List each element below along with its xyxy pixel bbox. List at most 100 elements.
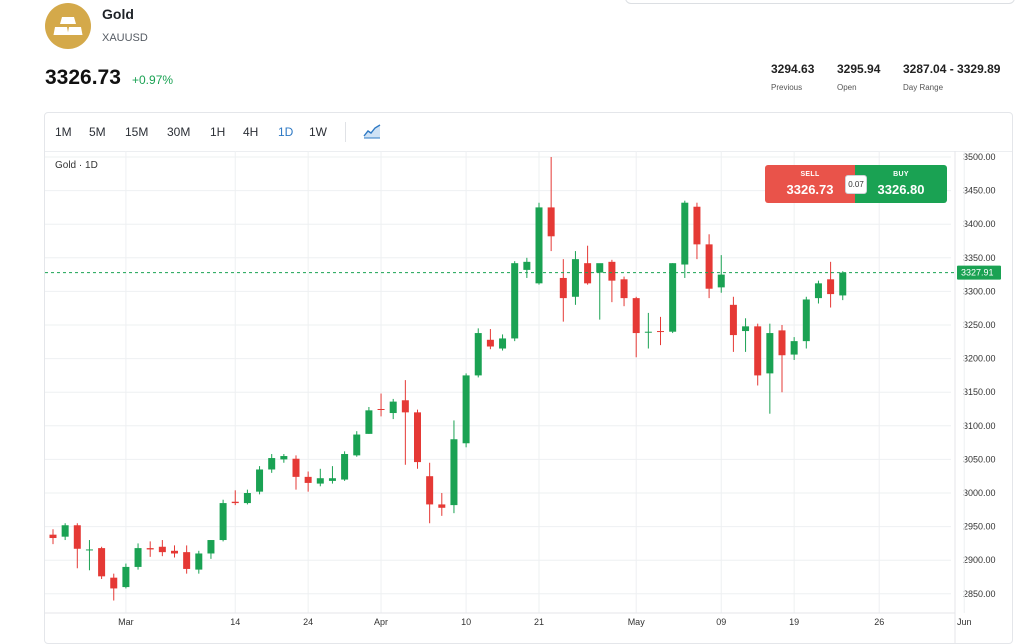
last-price-tag (957, 265, 1001, 280)
x-tick-label: 26 (874, 617, 884, 627)
candle (438, 504, 446, 508)
last-price-label: 3327.91 (961, 268, 994, 278)
candle (98, 548, 106, 577)
candle (632, 298, 640, 334)
candle (353, 434, 361, 456)
y-tick-label: 2850.00 (963, 589, 996, 599)
y-tick-label: 3200.00 (963, 354, 996, 364)
candle (571, 259, 579, 297)
x-tick-label: Mar (118, 617, 134, 627)
price-change: +0.97% (132, 73, 174, 87)
stat-previous: 3294.63 Previous (771, 62, 814, 92)
candle (219, 503, 227, 541)
candle (389, 401, 397, 414)
asset-name: Gold (102, 6, 134, 22)
buy-button[interactable]: BUY 3326.80 (855, 165, 947, 203)
buy-label: BUY (893, 171, 909, 178)
y-tick-label: 2900.00 (963, 555, 996, 565)
candle (827, 279, 835, 295)
stat-previous-label: Previous (771, 83, 803, 92)
asset-symbol: XAUUSD (102, 32, 148, 44)
candle (584, 263, 592, 284)
candle (146, 548, 154, 550)
y-tick-label: 3350.00 (963, 253, 996, 263)
area-chart-icon[interactable] (363, 123, 381, 144)
candle (207, 540, 215, 554)
stat-open-value: 3295.94 (837, 62, 881, 76)
timeframe-4h[interactable]: 4H (243, 125, 259, 139)
timeframe-30m[interactable]: 30M (167, 125, 191, 139)
candle (377, 409, 385, 410)
candle (328, 478, 336, 481)
search-input[interactable] (625, 0, 1015, 4)
candle (195, 553, 203, 570)
candle (814, 283, 822, 299)
candle (839, 272, 847, 296)
candle (462, 375, 470, 444)
chart-toolbar: 1M 5M 15M 30M 1H 4H 1D 1W (45, 113, 1012, 152)
stat-day-range: 3287.04 - 3329.89 Day Range (903, 62, 1000, 92)
candle (134, 548, 142, 567)
x-tick-label: 24 (303, 617, 313, 627)
candle (766, 333, 774, 374)
candle (316, 478, 324, 484)
y-tick-label: 3000.00 (963, 488, 996, 498)
candle (523, 261, 531, 270)
x-tick-label: 19 (789, 617, 799, 627)
candle (414, 412, 421, 463)
candle (110, 577, 118, 589)
candle (705, 244, 713, 289)
candle (559, 277, 567, 299)
timeframe-1d[interactable]: 1D (278, 125, 294, 139)
candle (256, 469, 264, 492)
candle (547, 207, 555, 237)
y-tick-label: 3450.00 (963, 186, 996, 196)
candle (280, 456, 288, 460)
timeframe-15m[interactable]: 15M (125, 125, 149, 139)
candle (61, 525, 69, 537)
sell-button[interactable]: SELL 3326.73 (765, 165, 855, 203)
candlestick-chart[interactable]: 3500.00 3450.00 3400.00 3350.00 3300.00 3250.… (45, 113, 1012, 643)
candle (608, 261, 616, 281)
candle (693, 206, 701, 245)
sell-price: 3326.73 (786, 182, 834, 197)
sell-label: SELL (800, 171, 820, 178)
candle (802, 299, 810, 342)
candle (49, 534, 57, 539)
timeframe-1m[interactable]: 1M (55, 125, 72, 139)
chart-legend: Gold · 1D (55, 160, 98, 171)
y-tick-label: 3150.00 (963, 387, 996, 397)
x-tick-label: Jun (957, 617, 972, 627)
candle (778, 330, 786, 356)
candle (183, 552, 191, 569)
y-tick-label: 3050.00 (963, 454, 996, 464)
x-tick-label: 21 (534, 617, 544, 627)
candle (535, 207, 543, 284)
y-tick-label: 3100.00 (963, 421, 996, 431)
candle (499, 338, 507, 349)
candle (426, 476, 434, 505)
candle (511, 263, 519, 339)
candle (657, 331, 664, 333)
candle (122, 566, 130, 588)
stat-day-range-label: Day Range (903, 83, 944, 92)
timeframe-1h[interactable]: 1H (210, 125, 226, 139)
current-price: 3326.73 (45, 66, 121, 89)
candle (754, 326, 762, 376)
y-tick-label: 3250.00 (963, 320, 996, 330)
candle (742, 326, 750, 332)
x-tick-label: 10 (461, 617, 471, 627)
candle (620, 279, 628, 299)
candle (790, 341, 798, 355)
x-tick-label: Apr (374, 617, 388, 627)
candle (669, 263, 677, 332)
stat-open-label: Open (837, 83, 857, 92)
candle (231, 501, 239, 504)
candle (292, 458, 300, 477)
spread-badge: 0.07 (845, 175, 867, 194)
candle (73, 525, 81, 549)
timeframe-1w[interactable]: 1W (309, 125, 327, 139)
timeframe-5m[interactable]: 5M (89, 125, 106, 139)
y-tick-label: 3500.00 (963, 152, 996, 162)
candle (171, 550, 178, 554)
